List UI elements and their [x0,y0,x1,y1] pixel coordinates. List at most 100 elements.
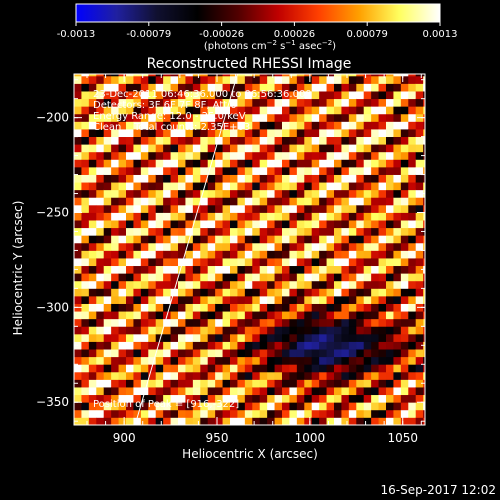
heatmap-cell [267,159,275,168]
heatmap-cell [415,409,424,418]
heatmap-cell [244,136,253,145]
heatmap-cell [140,318,149,327]
heatmap-cell [363,204,372,213]
heatmap-cell [289,311,298,320]
heatmap-cell [334,387,342,396]
heatmap-cell [259,295,268,304]
heatmap-cell [252,318,261,327]
heatmap-cell [207,409,216,418]
heatmap-cell [170,394,179,403]
heatmap-cell [178,151,186,160]
heatmap-cell [326,235,335,244]
heatmap-cell [252,311,261,320]
heatmap-cell [296,189,305,198]
heatmap-cell [118,83,127,92]
heatmap-cell [304,417,313,425]
heatmap-cell [267,197,275,206]
heatmap-cell [363,326,372,335]
heatmap-cell [244,288,253,297]
heatmap-cell [363,113,372,122]
heatmap-cell [126,83,134,92]
heatmap-cell [178,227,186,236]
heatmap-cell [185,204,194,213]
heatmap-cell [81,341,90,350]
heatmap-cell [267,394,275,403]
heatmap-cell [423,288,425,297]
heatmap-cell [400,212,409,221]
heatmap-cell [185,258,194,267]
heatmap-cell [326,341,335,350]
heatmap-cell [148,326,157,335]
heatmap-cell [378,98,387,107]
heatmap-cell [96,75,105,84]
heatmap-cell [371,227,379,236]
heatmap-cell [118,295,127,304]
heatmap-cell [185,74,194,77]
heatmap-cell [393,151,402,160]
heatmap-cell [296,121,305,130]
heatmap-cell [126,121,134,130]
heatmap-cell [356,129,365,138]
heatmap-cell [393,402,402,411]
heatmap-cell [326,159,335,168]
heatmap-cell [393,311,402,320]
heatmap-cell [215,417,223,425]
heatmap-cell [111,402,119,411]
heatmap-cell [244,159,253,168]
heatmap-cell [118,220,127,229]
heatmap-cell [363,242,372,251]
heatmap-cell [423,106,425,115]
heatmap-cell [408,197,417,206]
heatmap-cell [237,303,246,312]
heatmap-cell [96,387,105,396]
heatmap-cell [170,204,179,213]
heatmap-cell [378,387,387,396]
heatmap-cell [319,113,327,122]
heatmap-cell [363,387,372,396]
heatmap-cell [192,402,201,411]
heatmap-cell [252,197,261,206]
heatmap-cell [88,212,97,221]
heatmap-cell [378,197,387,206]
heatmap-cell [155,204,164,213]
heatmap-cell [334,159,342,168]
heatmap-cell [400,356,409,365]
heatmap-cell [215,273,223,282]
heatmap-cell [237,204,246,213]
heatmap-cell [319,121,327,130]
heatmap-cell [356,159,365,168]
heatmap-cell [311,326,320,335]
heatmap-cell [408,265,417,274]
heatmap-cell [244,341,253,350]
heatmap-cell [259,182,268,191]
heatmap-cell [311,250,320,259]
heatmap-cell [140,341,149,350]
heatmap-cell [133,295,142,304]
heatmap-cell [222,174,231,183]
heatmap-cell [282,265,290,274]
heatmap-cell [415,242,424,251]
heatmap-cell [363,235,372,244]
heatmap-cell [148,166,157,175]
heatmap-cell [126,288,134,297]
heatmap-cell [148,151,157,160]
heatmap-cell [252,182,261,191]
heatmap-cell [200,182,209,191]
heatmap-cell [215,303,223,312]
heatmap-cell [386,371,394,380]
heatmap-cell [103,83,112,92]
y-tick-label: −250 [36,206,69,220]
heatmap-cell [140,409,149,418]
heatmap-cell [215,258,223,267]
heatmap-cell [319,280,327,289]
heatmap-cell [185,387,194,396]
heatmap-cell [237,273,246,282]
heatmap-cell [222,341,231,350]
heatmap-cell [96,174,105,183]
heatmap-cell [244,227,253,236]
heatmap-cell [133,182,142,191]
heatmap-cell [378,311,387,320]
heatmap-cell [88,356,97,365]
heatmap-cell [274,91,283,100]
heatmap-cell [393,235,402,244]
